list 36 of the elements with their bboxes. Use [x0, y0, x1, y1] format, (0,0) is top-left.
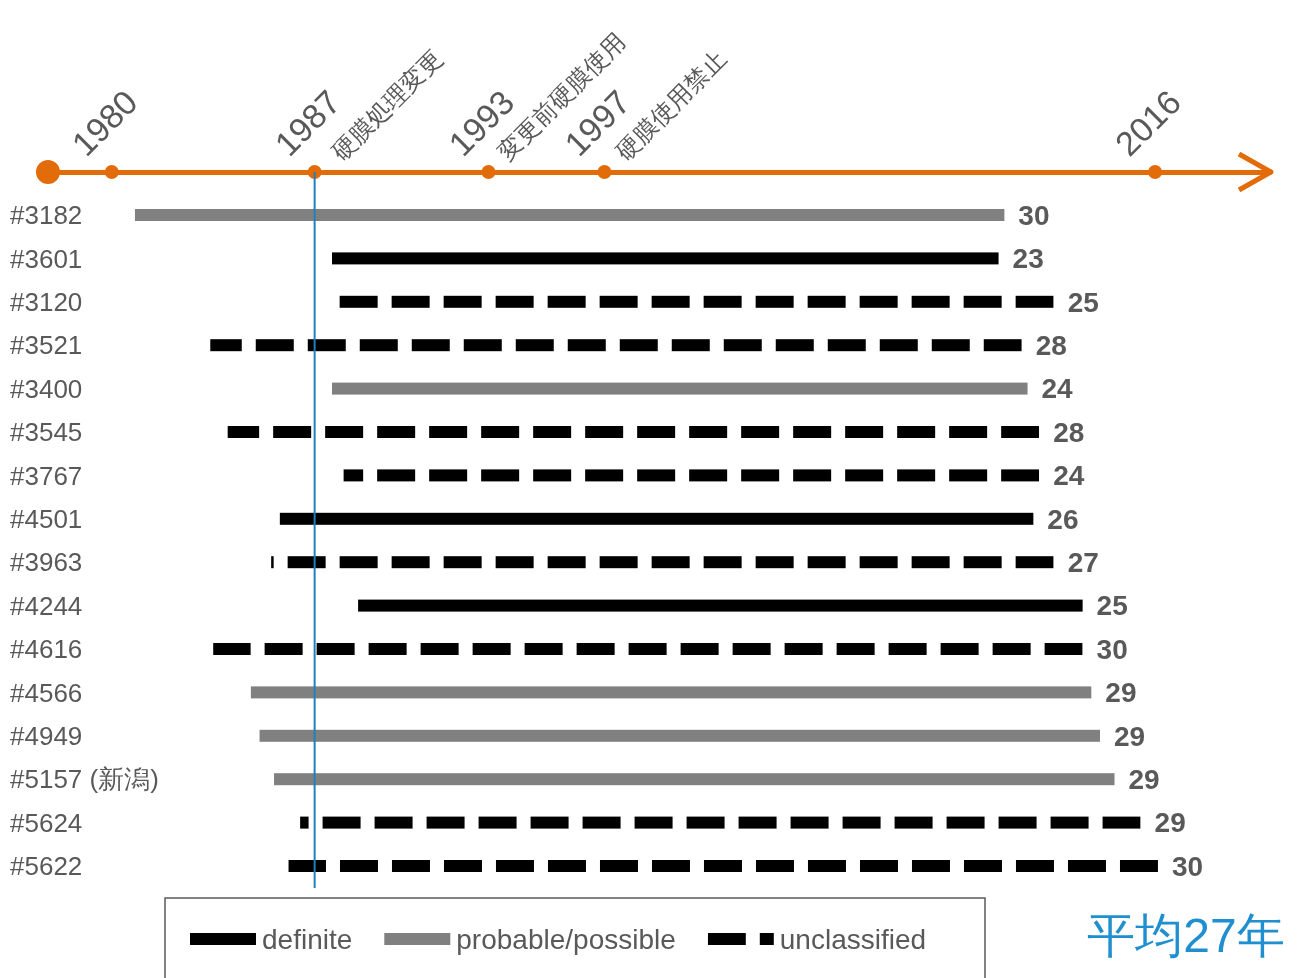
- data-label: 29: [1128, 764, 1160, 795]
- y-tick-label: #3601: [10, 243, 83, 274]
- data-label: 26: [1047, 503, 1079, 535]
- data-label: 30: [1096, 633, 1128, 665]
- y-tick-label: #4501: [10, 503, 83, 534]
- data-label: 28: [1035, 330, 1067, 361]
- data-label: 29: [1105, 677, 1137, 709]
- y-tick-label: #3545: [10, 417, 83, 448]
- data-label: 24: [1041, 373, 1074, 405]
- y-tick-label: #5622: [10, 851, 83, 882]
- y-tick-label: #5624: [10, 807, 83, 838]
- y-tick-label: #3963: [10, 547, 83, 578]
- y-tick-label: #4244: [10, 590, 83, 621]
- y-tick-label: #3400: [10, 373, 83, 404]
- data-label: 29: [1154, 807, 1186, 839]
- y-tick-label: #4616: [10, 634, 83, 665]
- data-label: 24: [1053, 460, 1085, 492]
- data-label: 28: [1053, 416, 1085, 448]
- data-label: 27: [1067, 547, 1099, 578]
- data-label: 30: [1171, 850, 1204, 882]
- legend-label: definite: [262, 923, 353, 955]
- data-label: 23: [1012, 243, 1044, 275]
- y-tick-label: #3767: [10, 460, 83, 491]
- y-tick-label: #3521: [10, 330, 83, 361]
- y-tick-label: #4566: [10, 677, 83, 708]
- series-label: unclassified: [779, 923, 927, 955]
- data-label: 29: [1114, 720, 1146, 752]
- y-tick-label: #3120: [10, 286, 83, 317]
- text: 平均27年: [1087, 909, 1285, 962]
- y-tick-label: #3182: [10, 200, 83, 231]
- data-label: 25: [1096, 590, 1128, 622]
- y-tick-label: #5157 (新潟): [10, 764, 159, 795]
- y-tick-label: #4949: [10, 720, 83, 751]
- legend-label: probable/possible: [456, 923, 676, 955]
- data-label: 30: [1018, 199, 1050, 231]
- data-label: 25: [1067, 286, 1099, 318]
